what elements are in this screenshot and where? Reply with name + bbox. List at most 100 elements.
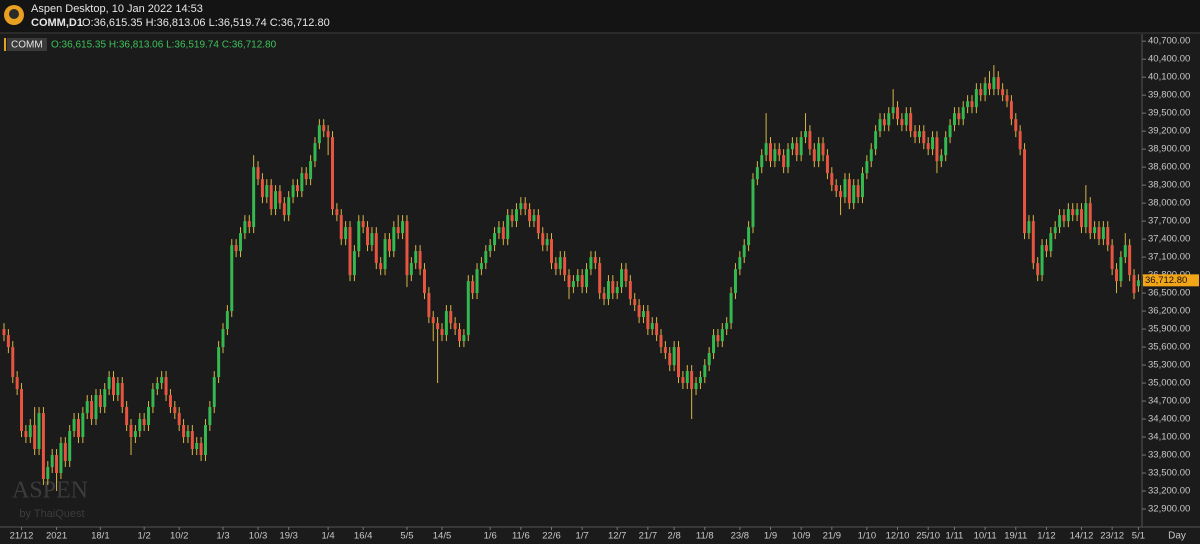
candle-body <box>81 413 85 438</box>
legend-accent <box>4 38 6 51</box>
candle-body <box>221 329 225 348</box>
candle-body <box>926 143 930 150</box>
candle-body <box>116 383 120 396</box>
candle-body <box>151 389 155 408</box>
y-tick-label: 39,200.00 <box>1148 126 1190 137</box>
candle-body <box>795 143 799 156</box>
header-ohlc: O:36,615.35 H:36,813.06 L:36,519.74 C:36… <box>82 17 330 29</box>
y-tick-label: 34,700.00 <box>1148 396 1190 407</box>
candle-body <box>996 77 1000 90</box>
candle-body <box>453 323 457 330</box>
candle-body <box>1031 221 1035 264</box>
y-tick-label: 38,000.00 <box>1148 198 1190 209</box>
candle-body <box>217 347 221 378</box>
candle-body <box>155 383 159 390</box>
candle-body <box>203 425 207 456</box>
candle-body <box>1136 280 1140 287</box>
candle-body <box>685 371 689 384</box>
candle-body <box>304 173 308 180</box>
candle-body <box>1066 209 1070 222</box>
legend-badge <box>7 38 47 51</box>
x-tick-label: 23/8 <box>731 531 750 542</box>
candle-body <box>182 425 186 438</box>
candle-body <box>366 227 370 246</box>
y-tick-label: 40,700.00 <box>1148 36 1190 47</box>
candle-body <box>265 185 269 198</box>
candle-body <box>567 275 571 288</box>
candle-body <box>598 263 602 294</box>
candle-body <box>475 269 479 294</box>
x-tick-label: 25/10 <box>916 531 940 542</box>
x-tick-label: 23/12 <box>1100 531 1124 542</box>
candle-body <box>742 245 746 258</box>
candle-body <box>195 443 199 450</box>
candle-body <box>690 371 694 390</box>
candle-body <box>1018 131 1022 150</box>
candle-body <box>1014 119 1018 132</box>
y-tick-label: 35,900.00 <box>1148 324 1190 335</box>
candle-body <box>1101 227 1105 240</box>
candle-body <box>431 317 435 324</box>
candle-body <box>1009 101 1013 120</box>
x-unit: Day <box>1168 531 1186 542</box>
candle-body <box>24 431 28 438</box>
candle-body <box>1115 269 1119 282</box>
candle-body <box>11 347 15 378</box>
candle-body <box>269 185 273 210</box>
candle-body <box>462 335 466 342</box>
y-tick-label: 33,800.00 <box>1148 450 1190 461</box>
candle-body <box>786 149 790 168</box>
candle-body <box>142 419 146 426</box>
candle-body <box>979 89 983 96</box>
x-tick-label: 19/3 <box>279 531 298 542</box>
candle-body <box>725 323 729 330</box>
candle-body <box>536 215 540 234</box>
candle-body <box>90 401 94 420</box>
candle-body <box>961 107 965 120</box>
x-tick-label: 10/2 <box>170 531 189 542</box>
candle-body <box>659 335 663 348</box>
candle-body <box>405 221 409 276</box>
candle-body <box>449 311 453 324</box>
x-tick-label: 11/8 <box>696 531 714 542</box>
x-tick-label: 12/10 <box>886 531 910 542</box>
candle-body <box>458 329 462 342</box>
x-tick-label: 11/6 <box>512 531 530 542</box>
candle-body <box>545 239 549 246</box>
candle-body <box>865 161 869 174</box>
candle-body <box>1128 245 1132 276</box>
x-tick-label: 18/1 <box>91 531 110 542</box>
candle-body <box>112 377 115 396</box>
candle-body <box>948 125 952 138</box>
candle-body <box>935 137 939 162</box>
x-tick-label: 21/9 <box>823 531 842 542</box>
candle-body <box>352 251 356 276</box>
y-tick-label: 35,600.00 <box>1148 342 1190 353</box>
y-tick-label: 37,400.00 <box>1148 234 1190 245</box>
candle-body <box>733 269 737 294</box>
candle-body <box>1097 227 1101 240</box>
x-tick-label: 1/11 <box>946 531 964 542</box>
candle-body <box>821 143 825 156</box>
candle-body <box>983 83 987 96</box>
candle-body <box>1093 227 1097 234</box>
candle-body <box>939 155 943 162</box>
candle-body <box>484 251 488 264</box>
candle-body <box>738 257 742 270</box>
candle-body <box>904 113 908 126</box>
y-tick-label: 38,300.00 <box>1148 180 1190 191</box>
candle-body <box>396 227 400 234</box>
last-price-box <box>1143 274 1199 287</box>
candle-body <box>41 413 45 480</box>
candle-body <box>361 221 365 228</box>
candle-body <box>887 113 891 126</box>
candle-body <box>287 197 291 216</box>
candle-body <box>812 149 816 162</box>
candle-body <box>401 221 405 234</box>
candle-body <box>751 179 755 228</box>
candle-body <box>313 143 317 162</box>
candle-body <box>769 143 772 162</box>
candle-body <box>633 299 637 306</box>
candle-body <box>466 281 470 336</box>
candle-body <box>422 269 426 294</box>
